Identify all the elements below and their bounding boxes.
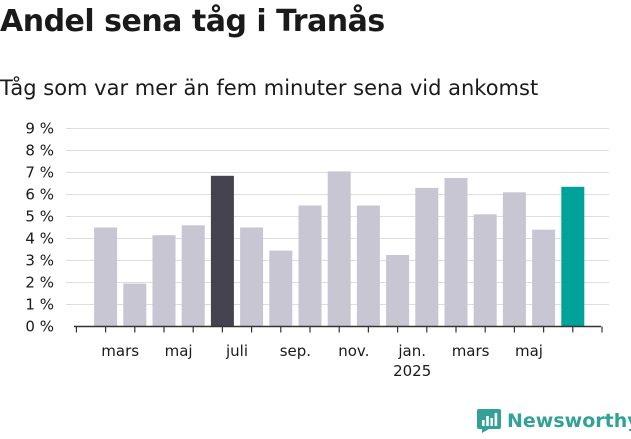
x-axis-labels: mars maj juli sep. nov. jan. 2025 mars maj: [101, 342, 543, 380]
y-tick-label: 2 %: [25, 274, 54, 292]
bar: [444, 178, 468, 327]
x-tick-label: mars: [452, 342, 490, 360]
x-axis: [74, 325, 603, 333]
bar: [386, 255, 410, 327]
bar: [123, 283, 147, 327]
bar: [298, 205, 322, 327]
chart-title: Andel sena tåg i Tranås: [0, 4, 385, 39]
bar: [561, 186, 585, 327]
newsworthy-logo-icon: [477, 409, 501, 433]
y-tick-label: 3 %: [25, 252, 54, 270]
x-tick-label: juli: [225, 342, 248, 360]
y-tick-label: 7 %: [25, 164, 54, 182]
x-tick-label: sep.: [280, 342, 311, 360]
bar: [356, 205, 380, 327]
x-tick-label: mars: [101, 342, 139, 360]
bar: [94, 227, 118, 327]
y-axis-labels: 0 % 1 % 2 % 3 % 4 % 5 % 6 % 7 % 8 % 9 %: [25, 120, 54, 336]
chart-subtitle: Tåg som var mer än fem minuter sena vid …: [0, 76, 539, 100]
x-tick-label: jan. 2025: [393, 342, 431, 380]
y-tick-label: 6 %: [25, 186, 54, 204]
bar: [269, 250, 293, 327]
y-tick-label: 5 %: [25, 208, 54, 226]
y-tick-label: 8 %: [25, 142, 54, 160]
x-tick-label: nov.: [338, 342, 369, 360]
bar: [210, 175, 234, 327]
y-tick-label: 1 %: [25, 296, 54, 314]
bar: [502, 192, 526, 327]
y-tick-label: 0 %: [25, 318, 54, 336]
bar: [240, 227, 264, 327]
bar: [415, 187, 439, 327]
bar: [327, 171, 351, 327]
bar: [473, 214, 497, 327]
bars: [94, 171, 585, 327]
bar: [152, 235, 176, 327]
newsworthy-brand: Newsworthy: [476, 408, 631, 434]
y-tick-label: 9 %: [25, 120, 54, 138]
x-tick-label: maj: [165, 342, 193, 360]
bar: [181, 225, 205, 327]
x-tick-label: maj: [515, 342, 543, 360]
y-tick-label: 4 %: [25, 230, 54, 248]
brand-name: Newsworthy: [507, 410, 631, 432]
bar: [532, 229, 556, 327]
